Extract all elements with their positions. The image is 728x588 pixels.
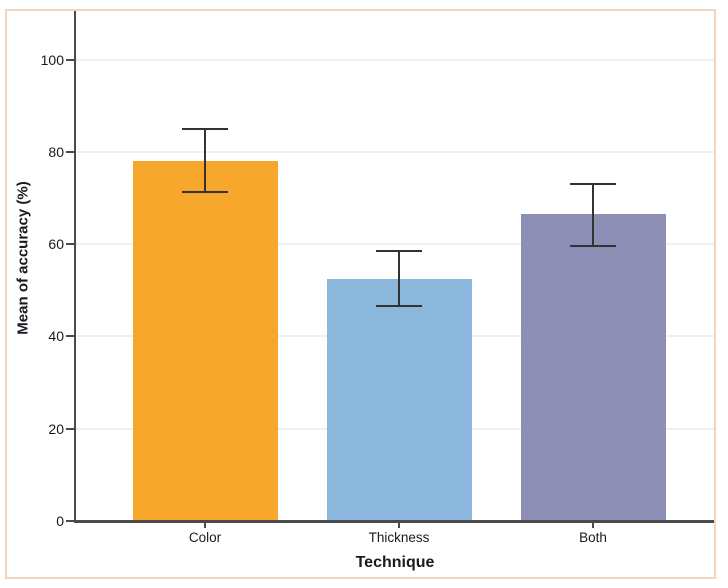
grid-line xyxy=(76,58,714,61)
x-axis-line xyxy=(74,520,714,523)
y-axis-line xyxy=(74,11,76,523)
error-bar-thickness-cap-bottom xyxy=(376,304,422,307)
error-bar-thickness xyxy=(398,250,400,306)
y-axis-title: Mean of accuracy (%) xyxy=(14,181,32,335)
y-tick xyxy=(66,58,75,61)
error-bar-thickness-cap-top xyxy=(376,249,422,252)
bar-both xyxy=(520,214,666,521)
y-tick-label: 100 xyxy=(40,51,64,68)
x-tick-both xyxy=(592,523,594,528)
y-tick xyxy=(66,335,75,338)
x-tick-label-thickness: Thickness xyxy=(368,530,430,545)
grid-line xyxy=(76,150,714,153)
error-bar-color-cap-top xyxy=(182,128,228,131)
y-tick-label: 60 xyxy=(48,236,64,253)
y-tick-label: 80 xyxy=(48,143,64,160)
x-tick-label-both: Both xyxy=(579,530,607,545)
error-bar-color-cap-bottom xyxy=(182,191,228,194)
y-tick xyxy=(66,243,75,246)
y-tick-label: 0 xyxy=(56,513,64,529)
y-tick-label: 20 xyxy=(48,420,64,437)
bar-thickness xyxy=(326,278,472,521)
error-bar-both xyxy=(592,183,594,246)
x-tick-color xyxy=(204,523,206,528)
x-tick-thickness xyxy=(398,523,400,528)
y-tick xyxy=(66,520,75,522)
error-bar-both-cap-top xyxy=(570,182,616,185)
grid-line xyxy=(76,243,714,246)
x-axis-title: Technique xyxy=(355,554,435,571)
x-tick-label-color: Color xyxy=(188,530,222,545)
y-tick xyxy=(66,427,75,430)
y-tick-label: 40 xyxy=(48,328,64,345)
error-bar-both-cap-bottom xyxy=(570,244,616,247)
y-tick xyxy=(66,150,75,153)
error-bar-color xyxy=(204,129,206,193)
bar-color xyxy=(132,161,278,521)
